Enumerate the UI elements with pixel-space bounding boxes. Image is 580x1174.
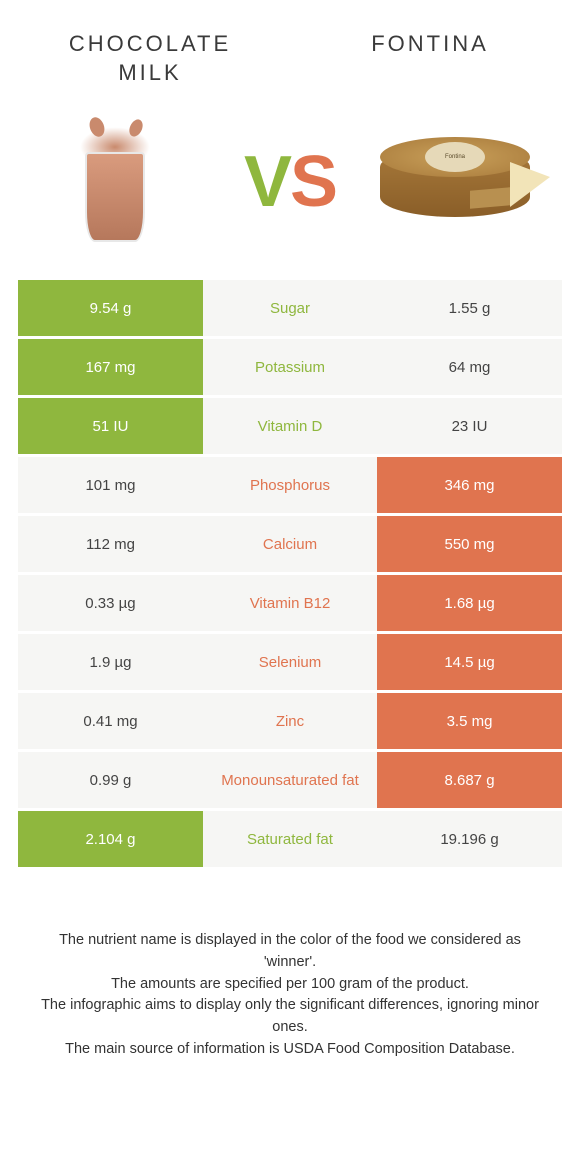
left-value: 2.104 g (18, 811, 203, 867)
table-row: 0.33 µgVitamin B121.68 µg (18, 575, 562, 631)
cheese-label: Fontina (425, 142, 485, 172)
fontina-cheese-icon: Fontina (380, 137, 550, 227)
table-row: 101 mgPhosphorus346 mg (18, 457, 562, 513)
nutrient-name: Sugar (203, 280, 377, 336)
nutrient-name: Saturated fat (203, 811, 377, 867)
right-value: 23 IU (377, 398, 562, 454)
left-value: 0.33 µg (18, 575, 203, 631)
left-value: 51 IU (18, 398, 203, 454)
nutrient-name: Calcium (203, 516, 377, 572)
right-value: 1.68 µg (377, 575, 562, 631)
left-value: 9.54 g (18, 280, 203, 336)
left-value: 0.99 g (18, 752, 203, 808)
footer-line-3: The infographic aims to display only the… (40, 995, 540, 1039)
left-value: 0.41 mg (18, 693, 203, 749)
right-value: 346 mg (377, 457, 562, 513)
table-row: 51 IUVitamin D23 IU (18, 398, 562, 454)
table-row: 0.41 mgZinc3.5 mg (18, 693, 562, 749)
left-value: 167 mg (18, 339, 203, 395)
nutrient-name: Selenium (203, 634, 377, 690)
title-row: CHOCOLATE MILK Fontina (0, 0, 580, 97)
nutrient-name: Monounsaturated fat (203, 752, 377, 808)
nutrient-name: Vitamin B12 (203, 575, 377, 631)
left-value: 101 mg (18, 457, 203, 513)
chocolate-milk-icon (75, 122, 155, 242)
vs-v: V (244, 142, 290, 222)
footer-line-1: The nutrient name is displayed in the co… (40, 930, 540, 974)
right-value: 8.687 g (377, 752, 562, 808)
right-value: 19.196 g (377, 811, 562, 867)
right-value: 64 mg (377, 339, 562, 395)
table-row: 167 mgPotassium64 mg (18, 339, 562, 395)
nutrient-name: Zinc (203, 693, 377, 749)
right-food-image: Fontina (380, 107, 550, 257)
left-value: 112 mg (18, 516, 203, 572)
footer-line-2: The amounts are specified per 100 gram o… (40, 974, 540, 996)
nutrient-name: Potassium (203, 339, 377, 395)
nutrient-name: Phosphorus (203, 457, 377, 513)
right-food-title: Fontina (330, 30, 530, 87)
footer-line-4: The main source of information is USDA F… (40, 1039, 540, 1061)
nutrient-name: Vitamin D (203, 398, 377, 454)
table-row: 112 mgCalcium550 mg (18, 516, 562, 572)
table-row: 1.9 µgSelenium14.5 µg (18, 634, 562, 690)
right-value: 550 mg (377, 516, 562, 572)
table-row: 9.54 gSugar1.55 g (18, 280, 562, 336)
table-row: 0.99 gMonounsaturated fat8.687 g (18, 752, 562, 808)
right-value: 1.55 g (377, 280, 562, 336)
footer-notes: The nutrient name is displayed in the co… (0, 870, 580, 1061)
hero-row: VS Fontina (0, 97, 580, 277)
right-value: 3.5 mg (377, 693, 562, 749)
table-row: 2.104 gSaturated fat19.196 g (18, 811, 562, 867)
vs-label: VS (244, 141, 336, 223)
nutrient-comparison-table: 9.54 gSugar1.55 g167 mgPotassium64 mg51 … (18, 277, 562, 870)
vs-s: S (290, 142, 336, 222)
right-value: 14.5 µg (377, 634, 562, 690)
left-food-image (30, 107, 200, 257)
left-value: 1.9 µg (18, 634, 203, 690)
left-food-title: CHOCOLATE MILK (50, 30, 250, 87)
